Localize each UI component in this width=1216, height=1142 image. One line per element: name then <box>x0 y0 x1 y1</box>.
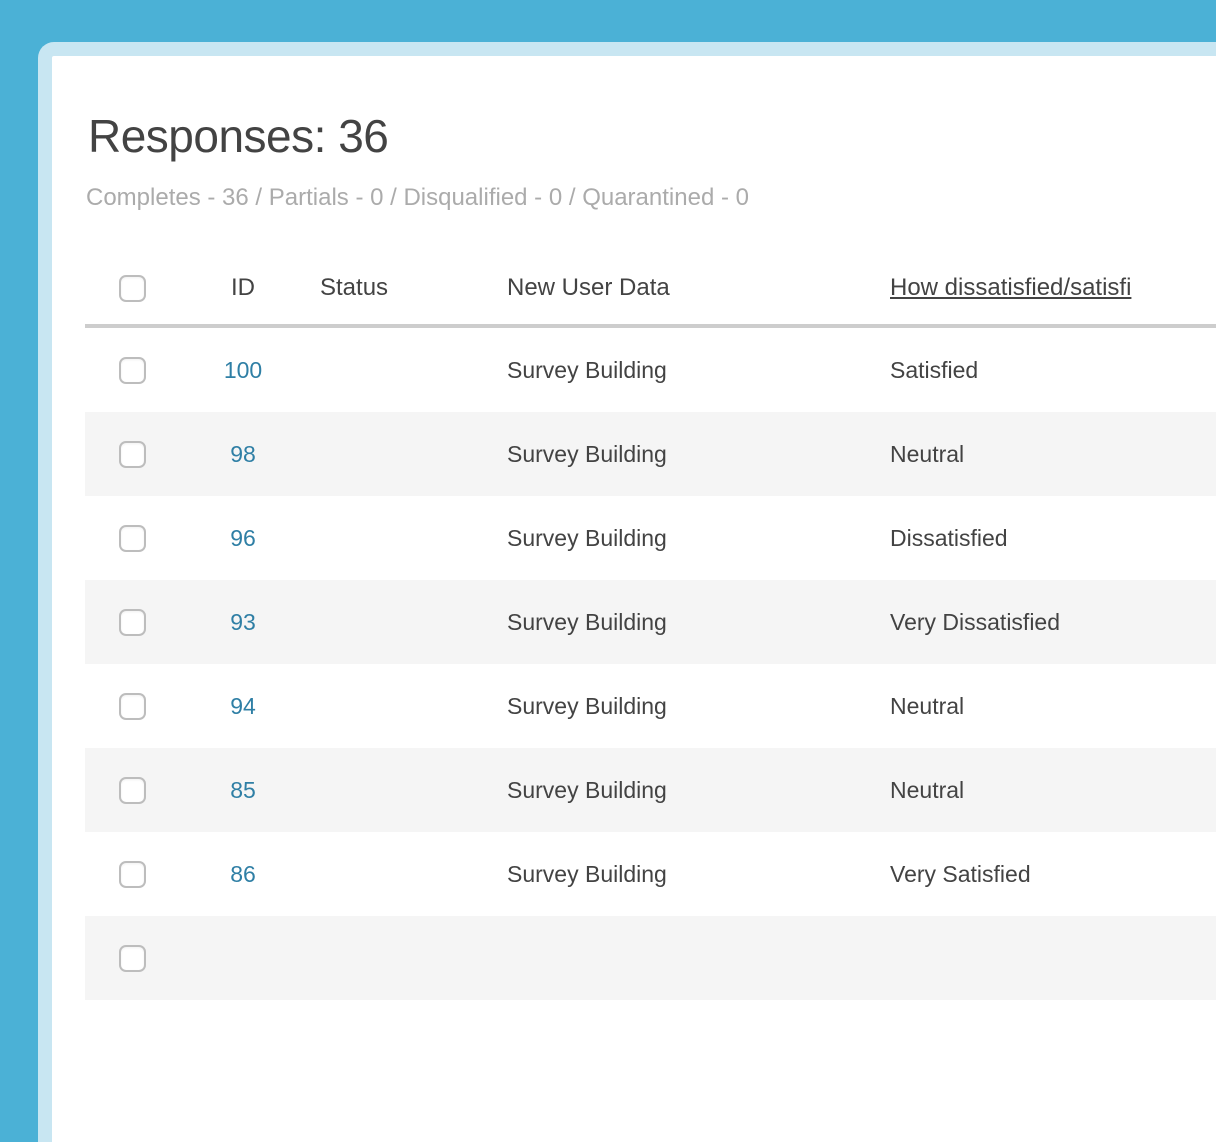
response-id-link[interactable]: 85 <box>230 776 256 803</box>
status-cell <box>291 916 507 1000</box>
row-select-cell <box>85 832 195 916</box>
question-answer-cell: Dissatisfied <box>890 524 1008 551</box>
response-id-link[interactable]: 93 <box>230 608 256 635</box>
column-header-status: Status <box>291 252 507 328</box>
status-cell <box>291 580 507 664</box>
content-panel: Responses: 36 Completes - 36 / Partials … <box>38 42 1216 1142</box>
response-summary: Completes - 36 / Partials - 0 / Disquali… <box>86 184 749 211</box>
response-id-link[interactable]: 86 <box>230 860 256 887</box>
select-all-cell <box>85 252 195 328</box>
table-row: 93 Survey Building Very Dissatisfied <box>85 580 1216 664</box>
row-checkbox[interactable] <box>119 777 146 805</box>
question-answer-cell: Neutral <box>890 440 965 467</box>
row-select-cell <box>85 916 195 1000</box>
status-cell <box>291 496 507 580</box>
status-cell <box>291 326 507 412</box>
table-row: 98 Survey Building Neutral <box>85 412 1216 496</box>
responses-table: ID Status New User Data How dissatisfied… <box>85 252 1216 1000</box>
row-checkbox[interactable] <box>119 609 146 637</box>
response-id-cell: 98 <box>195 412 291 496</box>
new-user-data-cell: Survey Building <box>507 440 667 467</box>
page-title: Responses: 36 <box>88 110 389 162</box>
response-id-link[interactable]: 98 <box>230 440 256 467</box>
response-id-cell: 96 <box>195 496 291 580</box>
response-id-cell <box>195 916 291 1000</box>
table-row: 96 Survey Building Dissatisfied <box>85 496 1216 580</box>
question-answer-cell <box>890 916 1216 1000</box>
new-user-data-cell: Survey Building <box>507 692 667 719</box>
column-header-question: How dissatisfied/satisfi <box>890 252 1216 328</box>
response-id-cell: 85 <box>195 748 291 832</box>
row-checkbox[interactable] <box>119 861 146 889</box>
row-checkbox[interactable] <box>119 441 146 469</box>
row-select-cell <box>85 412 195 496</box>
row-checkbox[interactable] <box>119 525 146 553</box>
table-header-row: ID Status New User Data How dissatisfied… <box>85 252 1216 328</box>
status-cell <box>291 664 507 748</box>
select-all-checkbox[interactable] <box>119 275 146 303</box>
table-row: 85 Survey Building Neutral <box>85 748 1216 832</box>
table-row: 100 Survey Building Satisfied <box>85 326 1216 412</box>
response-id-cell: 86 <box>195 832 291 916</box>
column-header-id: ID <box>195 252 291 328</box>
new-user-data-cell: Survey Building <box>507 356 667 383</box>
table-row: 94 Survey Building Neutral <box>85 664 1216 748</box>
response-id-link[interactable]: 94 <box>230 692 256 719</box>
response-id-link[interactable]: 100 <box>223 356 263 383</box>
new-user-data-cell: Survey Building <box>507 776 667 803</box>
question-answer-cell: Neutral <box>890 776 965 803</box>
row-select-cell <box>85 580 195 664</box>
question-answer-cell: Neutral <box>890 692 965 719</box>
sort-question-link[interactable]: How dissatisfied/satisfi <box>890 274 1132 301</box>
question-answer-cell: Satisfied <box>890 356 979 383</box>
status-cell <box>291 748 507 832</box>
row-select-cell <box>85 326 195 412</box>
column-header-new-user-data: New User Data <box>507 252 890 328</box>
table-row: 86 Survey Building Very Satisfied <box>85 832 1216 916</box>
row-checkbox[interactable] <box>119 693 146 721</box>
new-user-data-cell: Survey Building <box>507 524 667 551</box>
row-select-cell <box>85 496 195 580</box>
response-id-cell: 100 <box>195 326 291 412</box>
question-answer-cell: Very Satisfied <box>890 860 1031 887</box>
response-id-cell: 94 <box>195 664 291 748</box>
response-id-link[interactable]: 96 <box>230 524 256 551</box>
new-user-data-cell: Survey Building <box>507 860 667 887</box>
row-select-cell <box>85 664 195 748</box>
row-checkbox[interactable] <box>119 357 146 385</box>
response-id-cell: 93 <box>195 580 291 664</box>
row-checkbox[interactable] <box>119 945 146 973</box>
status-cell <box>291 412 507 496</box>
table-row <box>85 916 1216 1000</box>
row-select-cell <box>85 748 195 832</box>
status-cell <box>291 832 507 916</box>
new-user-data-cell <box>507 916 890 1000</box>
new-user-data-cell: Survey Building <box>507 608 667 635</box>
question-answer-cell: Very Dissatisfied <box>890 608 1061 635</box>
